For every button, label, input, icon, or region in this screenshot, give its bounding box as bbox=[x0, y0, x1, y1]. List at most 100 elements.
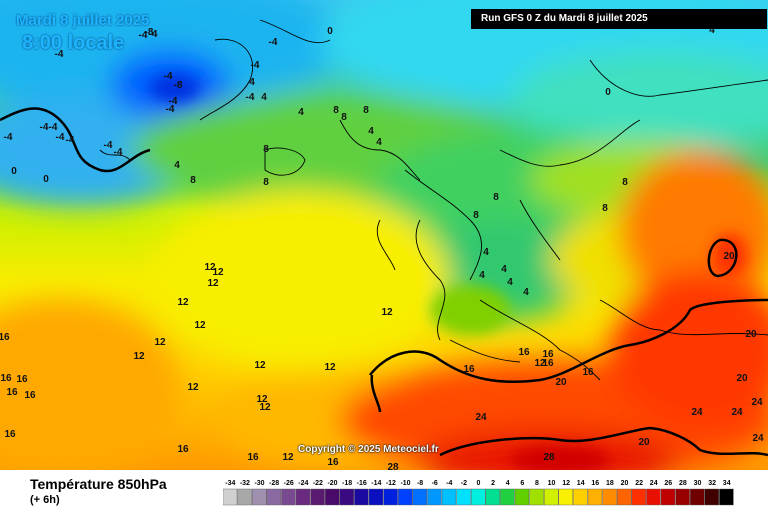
forecast-date: Mardi 8 juillet 2025 bbox=[16, 12, 150, 29]
legend-tick-label: 28 bbox=[679, 480, 687, 487]
model-run-banner: Run GFS 0 Z du Mardi 8 juillet 2025 bbox=[471, 9, 767, 29]
legend-tick-label: -24 bbox=[298, 480, 308, 487]
legend-tick-label: 8 bbox=[535, 480, 539, 487]
legend-color-swatch bbox=[310, 488, 325, 506]
legend-tick-label: 18 bbox=[606, 480, 614, 487]
temperature-label: 12 bbox=[207, 278, 219, 289]
temperature-label: -4 bbox=[139, 30, 148, 41]
legend-tick-label: -22 bbox=[313, 480, 323, 487]
temperature-label: 4 bbox=[709, 25, 715, 36]
legend-tick-label: -14 bbox=[371, 480, 381, 487]
temperature-label: 12 bbox=[324, 362, 336, 373]
temperature-label: 16 bbox=[24, 390, 36, 401]
legend-color-swatch bbox=[339, 488, 355, 506]
legend-tick-label: -16 bbox=[357, 480, 367, 487]
legend-tick-label: -4 bbox=[446, 480, 452, 487]
temperature-label: 16 bbox=[177, 444, 189, 455]
temperature-label: 0 bbox=[11, 166, 17, 177]
legend-tick-label: -8 bbox=[417, 480, 423, 487]
temperature-label: 12 bbox=[534, 358, 546, 369]
temperature-label: 4 bbox=[376, 137, 382, 148]
legend-color-swatch bbox=[368, 488, 384, 506]
legend-tick-label: -32 bbox=[240, 480, 250, 487]
temperature-label: -4 bbox=[40, 122, 49, 133]
temperature-label: 8 bbox=[333, 105, 339, 116]
temperature-label: 4 bbox=[249, 77, 255, 88]
legend-color-swatch bbox=[383, 488, 398, 506]
temperature-label: 8 bbox=[341, 112, 347, 123]
temperature-label: 4 bbox=[523, 287, 529, 298]
legend-color-swatch bbox=[660, 488, 676, 506]
legend-color-swatch bbox=[237, 488, 252, 506]
legend-color-swatch bbox=[485, 488, 500, 506]
temperature-label: 8 bbox=[263, 177, 269, 188]
legend-color-swatch bbox=[690, 488, 705, 506]
temperature-label: 4 bbox=[298, 107, 304, 118]
temperature-label: 4 bbox=[501, 264, 507, 275]
footer-bar: Température 850hPa (+ 6h) -34 -32 -30 -28 -2… bbox=[0, 470, 768, 512]
temperature-label: 8 bbox=[190, 175, 196, 186]
legend-color-swatch bbox=[281, 488, 296, 506]
temperature-label: 16 bbox=[582, 367, 594, 378]
legend-tick-label: 6 bbox=[520, 480, 524, 487]
legend-tick-label: 12 bbox=[562, 480, 570, 487]
legend-color-swatch bbox=[397, 488, 413, 506]
temperature-label: 8 bbox=[363, 105, 369, 116]
temperature-label: -4 bbox=[49, 122, 58, 133]
temperature-label: 16 bbox=[327, 457, 339, 468]
temperature-label: 16 bbox=[0, 373, 12, 384]
legend-tick-label: -30 bbox=[254, 480, 264, 487]
legend-color-swatch bbox=[602, 488, 617, 506]
legend-tick-label: 2 bbox=[491, 480, 495, 487]
legend-color-swatch bbox=[719, 488, 734, 506]
legend-color-swatch bbox=[500, 488, 515, 506]
legend-color-swatch bbox=[441, 488, 457, 506]
temperature-label: -8 bbox=[174, 80, 183, 91]
temperature-label: 24 bbox=[475, 412, 487, 423]
temperature-label: 12 bbox=[212, 267, 224, 278]
legend-color-swatch bbox=[544, 488, 559, 506]
legend-tick-label: -28 bbox=[269, 480, 279, 487]
temperature-label: 16 bbox=[518, 347, 530, 358]
temperature-label: -4 bbox=[56, 132, 65, 143]
legend-tick-label: 30 bbox=[694, 480, 702, 487]
temperature-label: 16 bbox=[463, 364, 475, 375]
temperature-label: 24 bbox=[731, 407, 743, 418]
legend-color-swatch bbox=[324, 488, 340, 506]
legend-tick-label: -12 bbox=[386, 480, 396, 487]
isotherms bbox=[0, 107, 768, 457]
temperature-label: 12 bbox=[194, 320, 206, 331]
temperature-label: -4 bbox=[149, 29, 158, 40]
color-scale-legend: -34 -32 -30 -28 -26 -24 -22 -20 -18 -16 -14 -12 -10-… bbox=[223, 480, 734, 506]
temperature-label: 4 bbox=[479, 270, 485, 281]
legend-color-swatch bbox=[266, 488, 281, 506]
temperature-label: 12 bbox=[177, 297, 189, 308]
temperature-label: 16 bbox=[542, 349, 554, 360]
temperature-label: 16 bbox=[0, 332, 10, 343]
legend-color-swatch bbox=[412, 488, 428, 506]
legend-color-swatch bbox=[529, 488, 544, 506]
temperature-label: 12 bbox=[254, 360, 266, 371]
temperature-label: 0 bbox=[327, 26, 333, 37]
temperature-label: 16 bbox=[247, 452, 259, 463]
temperature-label: -4 bbox=[169, 96, 178, 107]
temperature-label: 20 bbox=[723, 251, 735, 262]
temperature-label: 4 bbox=[261, 92, 267, 103]
legend-tick-label: 26 bbox=[664, 480, 672, 487]
legend-tick-label: -26 bbox=[284, 480, 294, 487]
temperature-label: -4 bbox=[251, 60, 260, 71]
temperature-label: 8 bbox=[602, 203, 608, 214]
temperature-label: 8 bbox=[493, 192, 499, 203]
temperature-label: -4 bbox=[4, 132, 13, 143]
temperature-label: 16 bbox=[4, 429, 16, 440]
temperature-label: 12 bbox=[259, 402, 271, 413]
forecast-local-time: 8:00 locale bbox=[22, 32, 125, 54]
temperature-label: -4 bbox=[114, 147, 123, 158]
temperature-label: 8 bbox=[622, 177, 628, 188]
legend-tick-label: 16 bbox=[591, 480, 599, 487]
temperature-field bbox=[0, 0, 768, 470]
temperature-label: -4 bbox=[269, 37, 278, 48]
legend-tick-label: -18 bbox=[342, 480, 352, 487]
